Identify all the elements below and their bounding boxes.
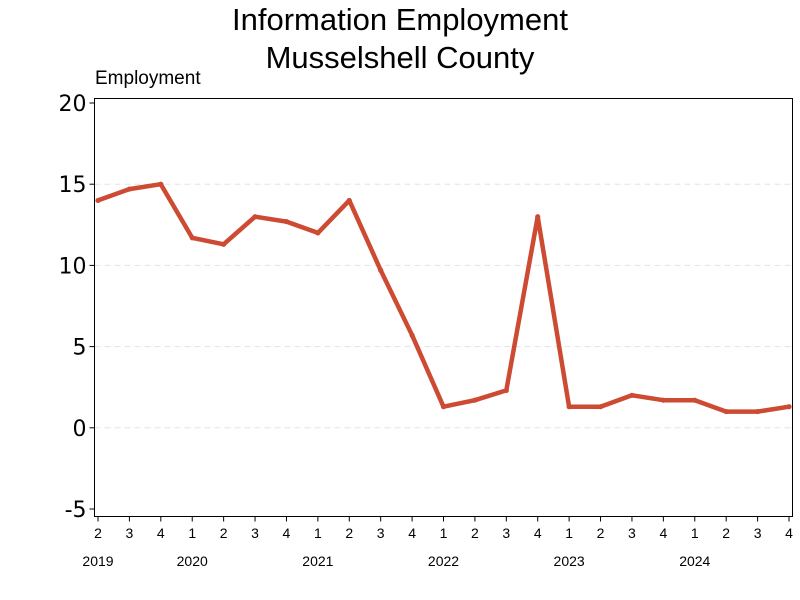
plot-frame [94,98,793,517]
x-tick-label-quarter: 4 [408,525,416,541]
x-tick-label-quarter: 2 [597,525,605,541]
x-tick-label-quarter: 3 [377,525,385,541]
x-tick-label-year: 2020 [177,553,208,569]
x-tick-label-quarter: 2 [94,525,102,541]
data-point [692,397,698,403]
series-layer [95,181,792,415]
data-point [315,230,321,236]
x-tick-label-quarter: 1 [565,525,573,541]
data-point [409,332,415,338]
data-point [597,404,604,410]
gridlines [94,183,793,429]
x-tick-label-quarter: 2 [471,525,479,541]
x-tick-label-year: 2021 [302,553,333,569]
chart-title-line-2: Musselshell County [265,40,535,75]
x-tick-label-quarter: 3 [126,525,134,541]
data-point [472,397,478,403]
x-tick-label-quarter: 2 [220,525,228,541]
x-tick-label-year: 2024 [679,553,710,569]
x-tick-label-quarter: 3 [754,525,762,541]
x-tick-label-quarter: 2 [722,525,730,541]
data-point [660,397,666,403]
y-tick-label: 5 [73,336,87,361]
x-tick-label-year: 2022 [428,553,459,569]
data-point [535,214,541,220]
data-point [252,214,258,220]
x-tick-label-quarter: 1 [440,525,448,541]
x-tick-label-quarter: 3 [251,525,259,541]
x-tick-label-quarter: 3 [502,525,510,541]
y-tick-label: 10 [59,254,87,279]
data-point [754,408,761,415]
x-tick-label-year: 2023 [554,553,585,569]
x-tick-label-quarter: 4 [659,525,667,541]
x-tick-label-quarter: 1 [314,525,322,541]
y-axis-label: Employment [95,68,201,89]
chart-title-line-1: Information Employment [232,2,568,37]
y-tick-label: 20 [59,92,87,117]
x-tick-label-quarter: 2 [345,525,353,541]
data-point [503,387,509,394]
data-point [440,404,447,410]
data-point [126,186,133,192]
data-point [346,197,352,204]
data-point [786,404,792,410]
y-tick-label: 15 [59,173,87,198]
y-tick-label: -5 [65,498,87,523]
data-point [566,404,572,410]
x-tick-label-quarter: 1 [188,525,196,541]
y-axis: -5 0 5 10 15 20 [59,92,95,523]
series-line [95,181,792,414]
x-tick-label-quarter: 4 [785,525,793,541]
x-tick-label-quarter: 1 [691,525,699,541]
y-tick-label: 0 [73,417,87,442]
x-tick-label-quarter: 3 [628,525,636,541]
x-tick-label-quarter: 4 [283,525,291,541]
x-tick-label-year: 2019 [82,553,113,569]
data-point [283,218,290,225]
data-point [723,408,729,415]
x-tick-label-quarter: 4 [157,525,165,541]
data-point [158,181,164,187]
data-point [189,235,195,241]
data-point [221,241,227,247]
data-point [378,267,384,273]
data-point [95,197,101,204]
x-tick-label-quarter: 4 [534,525,542,541]
data-point [629,392,635,398]
x-axis: 2 2019 3 4 1 2020 2 3 4 1 2021 2 3 4 1 2022 2 3 4 1 2023 2 3 4 1… [82,516,793,569]
